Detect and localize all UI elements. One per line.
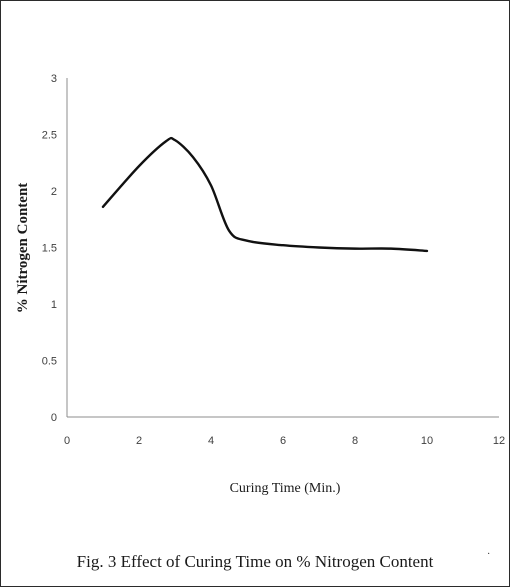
chart-series <box>101 136 429 253</box>
x-tick-label: 8 <box>352 435 358 447</box>
y-tick-label: 3 <box>51 73 57 85</box>
line-chart: 0 0.5 1 1.5 2 2.5 3 0 2 4 6 8 10 12 % Nitrogen Conten… <box>15 73 505 496</box>
x-tick-label: 6 <box>280 435 286 447</box>
x-tick-label: 10 <box>421 435 433 447</box>
y-tick-label: 2 <box>51 186 57 198</box>
tick-labels: 0 0.5 1 1.5 2 2.5 3 0 2 4 6 8 10 12 <box>42 73 505 447</box>
nitrogen-content-line <box>101 136 429 253</box>
stray-mark: · <box>487 549 491 560</box>
x-tick-label: 2 <box>136 435 142 447</box>
y-tick-label: 1.5 <box>42 243 57 255</box>
y-tick-label: 1 <box>51 299 57 311</box>
x-axis-label: Curing Time (Min.) <box>230 481 341 496</box>
chart-axes <box>66 78 499 418</box>
y-axis-label: % Nitrogen Content <box>15 183 31 314</box>
y-tick-label: 0 <box>51 412 57 424</box>
x-tick-label: 4 <box>208 435 214 447</box>
x-tick-label: 12 <box>493 435 505 447</box>
y-tick-label: 2.5 <box>42 130 57 142</box>
figure-caption: Fig. 3 Effect of Curing Time on % Nitrog… <box>76 552 434 571</box>
y-tick-label: 0.5 <box>42 356 57 368</box>
x-tick-label: 0 <box>64 435 70 447</box>
